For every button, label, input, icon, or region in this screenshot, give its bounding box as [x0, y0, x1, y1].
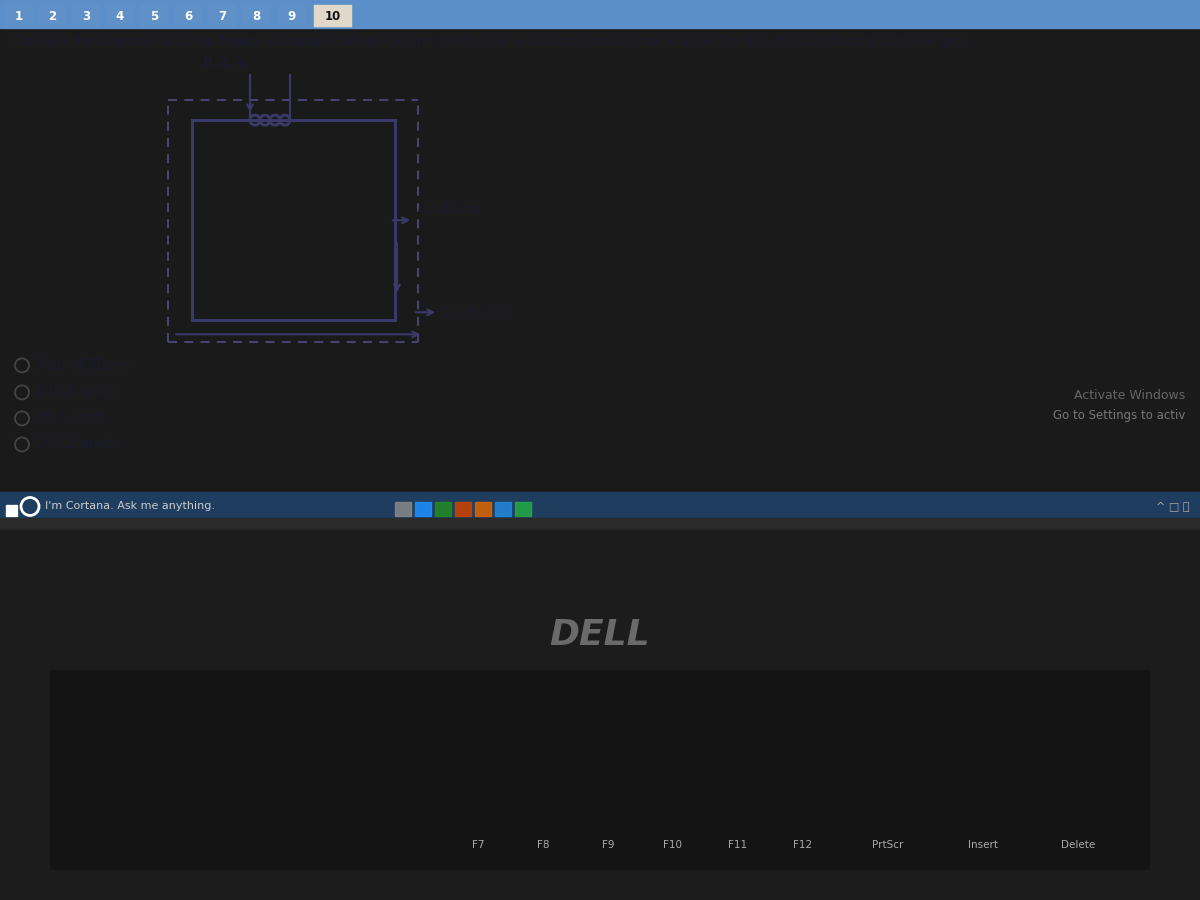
Bar: [38, 5, 66, 27]
Text: 120.8 mwb: 120.8 mwb: [36, 385, 114, 400]
Text: 7: 7: [218, 10, 226, 22]
Bar: [12, 511, 17, 517]
Text: 8: 8: [252, 10, 260, 22]
Bar: [436, 502, 451, 517]
Text: 10: 10: [325, 10, 341, 22]
Bar: [475, 502, 491, 517]
Text: 9: 9: [288, 10, 296, 22]
Text: 2: 2: [48, 10, 56, 22]
Text: PrtScr: PrtScr: [872, 840, 904, 850]
Bar: [515, 502, 530, 517]
Text: F11: F11: [728, 840, 748, 850]
Bar: [314, 5, 352, 27]
Bar: [208, 5, 236, 27]
Text: Non of These: Non of These: [36, 358, 130, 373]
Bar: [5, 5, 34, 27]
Text: Consider the magnetic circuit in Figure. Assuming that the core μ= 1000μo has a : Consider the magnetic circuit in Figure.…: [12, 35, 967, 48]
Bar: [6, 511, 11, 517]
Text: 3: 3: [82, 10, 90, 22]
Text: Activate Windows: Activate Windows: [1074, 389, 1186, 402]
Bar: [174, 5, 202, 27]
Text: F12: F12: [793, 840, 812, 850]
Bar: [6, 506, 11, 510]
Text: 4: 4: [116, 10, 124, 22]
Bar: [12, 506, 17, 510]
Text: L= 42 cm: L= 42 cm: [416, 203, 481, 216]
Text: F8: F8: [536, 840, 550, 850]
Text: I'm Cortana. Ask me anything.: I'm Cortana. Ask me anything.: [46, 501, 215, 511]
Text: 106.2 mwb: 106.2 mwb: [36, 437, 114, 452]
Text: ^ □ 🔊: ^ □ 🔊: [1157, 501, 1190, 511]
Text: F10: F10: [664, 840, 683, 850]
Text: 0.2 A: 0.2 A: [203, 56, 245, 70]
Bar: [496, 502, 511, 517]
Text: 5: 5: [150, 10, 158, 22]
Text: 1: 1: [14, 10, 23, 22]
Bar: [0, 0, 1200, 28]
Text: F9: F9: [601, 840, 614, 850]
Bar: [0, 492, 1200, 520]
Bar: [395, 502, 410, 517]
Text: F7: F7: [472, 840, 485, 850]
Bar: [140, 5, 168, 27]
Bar: [72, 5, 100, 27]
Bar: [0, 518, 1200, 530]
Bar: [415, 502, 431, 517]
Text: Go to Settings to activ: Go to Settings to activ: [1052, 409, 1186, 422]
Text: Insert: Insert: [968, 840, 998, 850]
Text: DELL: DELL: [550, 618, 650, 652]
Bar: [50, 670, 1150, 870]
Text: 6: 6: [184, 10, 192, 22]
Bar: [242, 5, 270, 27]
Text: ℓ₄= 0.1 cm: ℓ₄= 0.1 cm: [442, 306, 511, 319]
Bar: [106, 5, 134, 27]
Text: Delete: Delete: [1061, 840, 1096, 850]
Text: 35.4 mwb: 35.4 mwb: [36, 411, 106, 426]
Bar: [278, 5, 306, 27]
Bar: [455, 502, 470, 517]
